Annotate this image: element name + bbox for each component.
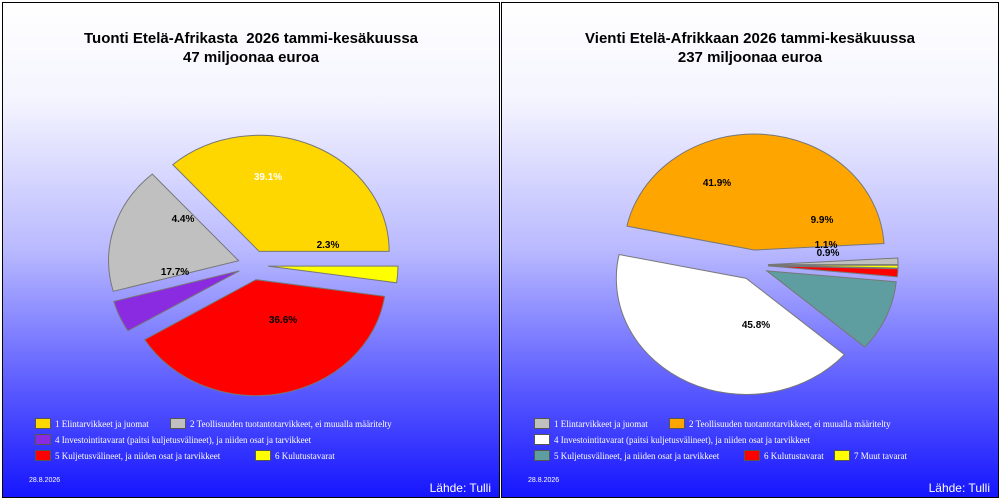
legend-swatch — [669, 418, 685, 429]
legend-label: 1 Elintarvikkeet ja juomat — [55, 419, 149, 429]
legend-label: 4 Investointitavarat (paitsi kuljetusväl… — [55, 435, 312, 445]
legend-label: 6 Kulutustavarat — [764, 451, 824, 461]
legend-swatch — [35, 450, 51, 461]
pie-slice-label: 39.1% — [254, 172, 282, 183]
pie-slice — [767, 265, 899, 278]
legend-swatch — [744, 450, 760, 461]
pie-slice — [172, 134, 390, 252]
pie-slice-label: 0.9% — [817, 248, 840, 259]
legend-label: 5 Kuljetusvälineet, ja niiden osat ja ta… — [554, 451, 720, 461]
chart-title-line-2: 47 miljoonaa euroa — [183, 49, 319, 66]
chart-title: Vienti Etelä-Afrikkaan 2026 tammi-kesäku… — [502, 29, 998, 67]
legend-label: 5 Kuljetusvälineet, ja niiden osat ja ta… — [55, 451, 221, 461]
legend-swatch — [534, 434, 550, 445]
pie-slice — [143, 279, 386, 397]
pie-slice-label: 1.1% — [815, 240, 838, 251]
pie-slice-label: 2.3% — [317, 240, 340, 251]
chart-source: Lähde: Tulli — [429, 481, 491, 495]
pie-slice — [767, 264, 899, 269]
export-pie-chart: 0.9% 45.8% 41.9% 9.9% 1.1% — [615, 133, 899, 395]
pie-slice — [108, 173, 240, 292]
chart-title-line-2: 237 miljoonaa euroa — [677, 49, 823, 66]
pie-slice — [626, 133, 885, 251]
pie-slice — [767, 257, 899, 266]
pie-slice — [615, 253, 846, 395]
chart-title-line-1: Vienti Etelä-Afrikkaan 2026 tammi-kesäku… — [585, 30, 915, 47]
legend-label: 1 Elintarvikkeet ja juomat — [554, 419, 648, 429]
import-chart-panel: Tuonti Etelä-Afrikasta 2026 tammi-kesäku… — [2, 2, 500, 498]
pie-slice-label: 9.9% — [811, 215, 834, 226]
legend-label: 7 Muut tavarat — [854, 451, 907, 461]
legend-swatch — [534, 450, 550, 461]
legend-swatch — [534, 418, 550, 429]
legend-swatch — [35, 434, 51, 445]
export-chart-panel: Vienti Etelä-Afrikkaan 2026 tammi-kesäku… — [501, 2, 999, 498]
pie-slice — [113, 270, 240, 332]
pie-slice-label: 17.7% — [161, 267, 189, 278]
pie-slice-label: 36.6% — [269, 315, 297, 326]
legend-swatch — [35, 418, 51, 429]
chart-source: Lähde: Tulli — [928, 481, 990, 495]
chart-title-line-1: Tuonti Etelä-Afrikasta 2026 tammi-kesäku… — [83, 30, 419, 47]
legend-swatch — [255, 450, 271, 461]
pie-slice-label: 45.8% — [742, 320, 770, 331]
pie-slice — [765, 270, 897, 348]
legend-label: 4 Investointitavarat (paitsi kuljetusväl… — [554, 435, 811, 445]
import-pie-chart: 36.6% 17.7% 4.4% 39.1% 2.3% — [108, 134, 399, 397]
chart-date: 28.8.2026 — [29, 477, 61, 484]
legend-label: 6 Kulutustavarat — [275, 451, 335, 461]
legend-swatch — [834, 450, 850, 461]
legend-label: 2 Teollisuuden tuotantotarvikkeet, ei mu… — [190, 419, 392, 429]
chart-date: 28.8.2026 — [528, 477, 560, 484]
legend-label: 2 Teollisuuden tuotantotarvikkeet, ei mu… — [689, 419, 891, 429]
chart-title: Tuonti Etelä-Afrikasta 2026 tammi-kesäku… — [3, 29, 499, 67]
pie-slice-label: 41.9% — [703, 178, 731, 189]
pie-slice — [267, 265, 399, 284]
pie-slice-label: 4.4% — [172, 214, 195, 225]
legend-swatch — [170, 418, 186, 429]
